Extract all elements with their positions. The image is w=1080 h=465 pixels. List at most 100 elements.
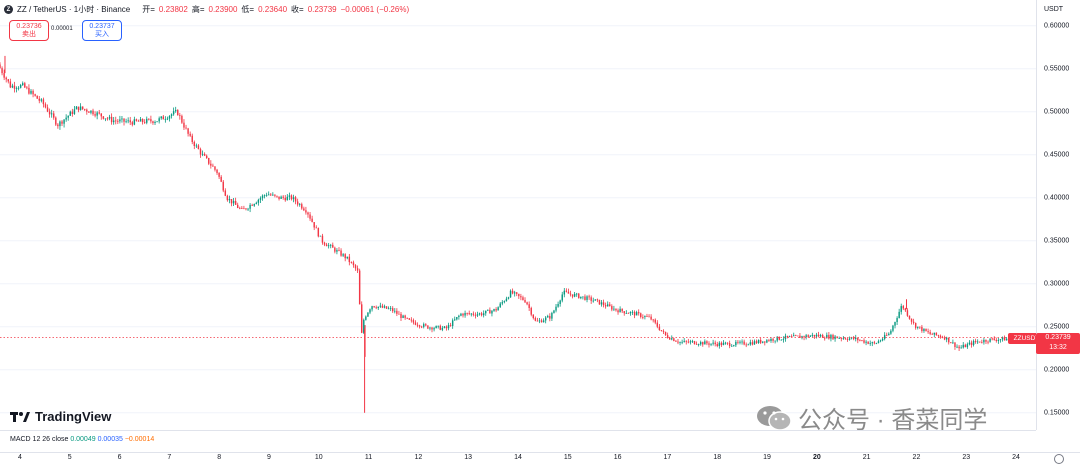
symbol-title[interactable]: ZZ / TetherUS · 1小时 · Binance [17, 5, 131, 14]
candle-body [162, 116, 165, 120]
close-value: 0.23739 [307, 5, 337, 14]
candle-body [416, 324, 419, 326]
price-chart[interactable]: Z ZZ / TetherUS · 1小时 · Binance 开= 0.2380… [0, 0, 1045, 434]
candle-body [991, 338, 993, 340]
candle-body [584, 296, 586, 300]
candle-body [160, 116, 162, 119]
candle-body [640, 313, 642, 317]
candle-body [617, 310, 619, 313]
candle-body [208, 157, 210, 164]
candle-body [869, 343, 871, 345]
candle-body [429, 327, 431, 329]
price-tick-label: 0.25000 [1044, 323, 1070, 331]
candle-body [342, 254, 344, 256]
candle-body [894, 322, 896, 326]
candle-body [952, 342, 954, 344]
candle-body [730, 345, 733, 347]
macd-pane[interactable]: MACD 12 26 close 0.00049 0.00035 −0.0001… [0, 430, 1036, 453]
candle-body [718, 342, 721, 347]
price-tick-label: 0.45000 [1044, 151, 1070, 159]
candle-body [513, 292, 516, 294]
candle-body [865, 341, 867, 343]
price-tick-label: 0.20000 [1044, 366, 1070, 374]
buy-button[interactable]: 0.23737 买入 [82, 20, 122, 41]
candle-body [156, 121, 158, 123]
candle-body [327, 245, 330, 247]
candle-body [788, 336, 791, 338]
candle-body [658, 326, 661, 331]
candle-body [699, 342, 702, 345]
candle-body [795, 335, 797, 337]
candle-body [336, 250, 338, 252]
candle-body [433, 328, 435, 330]
wechat-icon [756, 405, 792, 431]
candle-body [100, 113, 103, 117]
candle-body [575, 293, 578, 295]
candle-body [799, 335, 801, 338]
candle-body [896, 318, 898, 323]
high-value: 0.23900 [208, 5, 238, 14]
candle-body [476, 314, 479, 316]
candle-body [501, 302, 504, 304]
candle-body [123, 118, 125, 122]
candle-body [332, 244, 334, 248]
candle-body [183, 122, 185, 128]
candle-body [737, 341, 739, 343]
candle-body [259, 198, 262, 200]
candle-body [578, 293, 580, 299]
candle-body [179, 115, 181, 116]
candle-body [598, 299, 601, 305]
candle-body [921, 326, 923, 332]
candle-body [805, 335, 807, 338]
candle-body [948, 337, 950, 343]
candle-body [695, 344, 698, 345]
candle-body [385, 306, 388, 309]
candle-body [88, 111, 90, 113]
candle-body [358, 270, 361, 305]
candle-body [691, 341, 694, 342]
candle-body [999, 339, 1002, 341]
candle-body [704, 341, 706, 345]
candle-body [613, 308, 615, 310]
candle-body [32, 90, 34, 95]
candle-body [439, 325, 442, 330]
candle-body [487, 309, 489, 311]
candle-body [606, 304, 609, 307]
candle-body [997, 339, 1000, 341]
candle-body [528, 304, 530, 308]
candle-body [84, 108, 86, 110]
sell-button[interactable]: 0.23736 卖出 [9, 20, 49, 41]
candle-body [470, 313, 473, 315]
candlestick-chart[interactable] [0, 0, 1036, 430]
low-value: 0.23640 [258, 5, 288, 14]
candle-body [305, 210, 307, 213]
high-label: 高= [191, 5, 205, 14]
candle-body [650, 316, 652, 320]
candle-body [480, 313, 483, 316]
candle-body [972, 340, 975, 345]
tradingview-logo[interactable]: TradingView [10, 409, 111, 424]
candle-body [489, 309, 491, 314]
candle-body [600, 302, 603, 305]
watermark-text: 公众号 · 香菜同学 [798, 407, 988, 434]
candle-body [536, 320, 539, 322]
candle-body [13, 85, 16, 89]
candle-body [652, 319, 654, 321]
candle-body [468, 313, 470, 314]
price-axis[interactable]: USDT 0.60000 0.55000 0.50000 0.45000 0.40000… [1036, 0, 1080, 430]
candle-body [247, 208, 249, 210]
candle-body [1, 68, 3, 74]
last-price-label: 0.23739 13:32 [1036, 332, 1080, 354]
candle-body [40, 99, 43, 101]
candle-body [666, 335, 669, 338]
time-axis[interactable]: 4 5 6 7 8 9 10 11 12 13 14 15 16 17 18 19 20 21 22 23 24 [0, 452, 1080, 465]
candle-body [609, 304, 611, 307]
candle-body [753, 341, 756, 345]
candle-body [226, 195, 229, 201]
candle-body [551, 312, 553, 319]
candle-body [108, 116, 111, 119]
candle-body [637, 312, 640, 314]
candle-body [104, 118, 107, 120]
symbol-icon[interactable]: Z [4, 5, 13, 14]
settings-icon[interactable] [1054, 454, 1064, 464]
